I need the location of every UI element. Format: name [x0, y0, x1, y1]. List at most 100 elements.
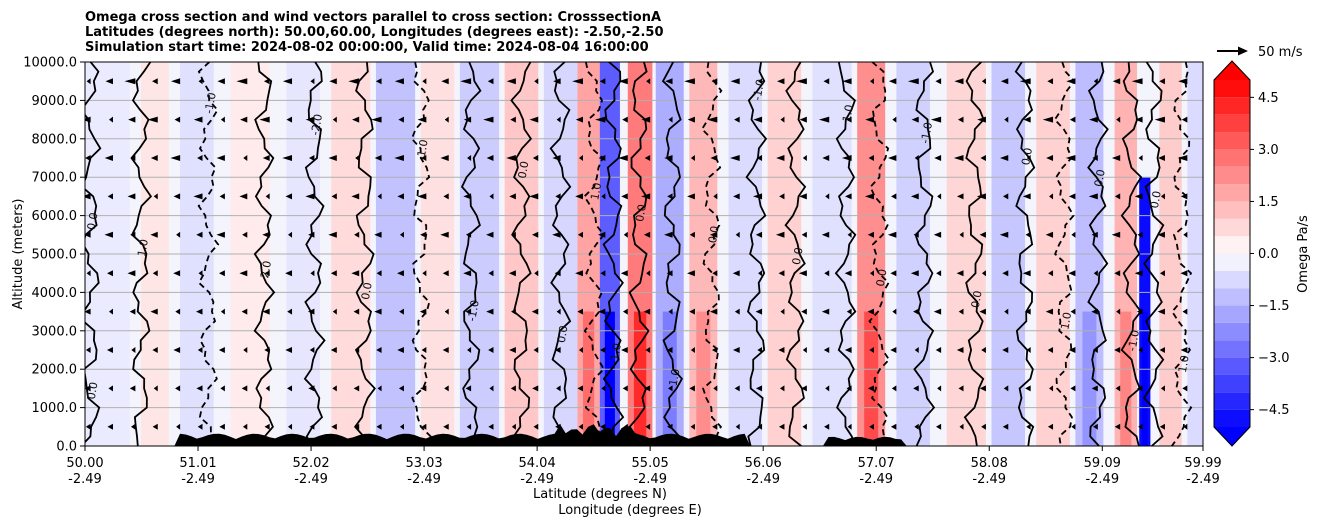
y-tick-label-2: 2000.0 — [32, 363, 78, 378]
wind-vector-37 — [152, 347, 158, 353]
wind-vector-338 — [825, 385, 830, 392]
contour-label-23: 0.0 — [1092, 168, 1108, 187]
wind-vector-28 — [129, 385, 136, 392]
wind-vector-50 — [198, 78, 203, 85]
wind-vector-239 — [600, 423, 606, 430]
omega-contour-line-3 — [253, 62, 276, 446]
colorbar-level-10 — [1214, 236, 1250, 254]
wind-vector-134 — [374, 231, 382, 238]
colorbar-level-12 — [1214, 201, 1250, 219]
contour-label-12: 0.0 — [633, 203, 649, 222]
wind-vector-75 — [239, 270, 248, 277]
wind-vector-88 — [265, 385, 270, 392]
contour-label-16: 0.0 — [790, 246, 806, 265]
wind-vector-141 — [398, 116, 404, 123]
contour-label-1: 1.0 — [135, 238, 151, 257]
wind-vector-491 — [1181, 116, 1188, 123]
wind-vector-315 — [778, 270, 785, 277]
wind-vector-397 — [956, 347, 964, 353]
wind-vector-129 — [354, 423, 360, 430]
wind-vector-406 — [979, 308, 986, 315]
colorbar-tick-label-4: −1.5 — [1258, 299, 1290, 314]
wind-vector-250 — [646, 78, 651, 85]
wind-vector-478 — [1136, 385, 1143, 392]
wind-vector-277 — [690, 347, 695, 353]
y-tick-label-3: 3000.0 — [32, 324, 78, 339]
wind-vector-259 — [645, 423, 651, 430]
wind-vector-343 — [845, 193, 852, 200]
x-tick-lat-8: 58.08 — [971, 456, 1008, 471]
wind-vector-64 — [216, 231, 225, 238]
colorbar-level-17 — [1214, 114, 1250, 133]
omega-contour-line-7 — [460, 62, 482, 446]
wind-vector-305 — [758, 270, 763, 277]
wind-vector-92 — [282, 155, 293, 161]
wind-vector-182 — [486, 155, 494, 161]
wind-vector-492 — [1177, 155, 1188, 161]
omega-contour-line-1 — [130, 62, 153, 446]
wind-vector-301 — [753, 116, 763, 123]
wind-vector-7 — [85, 347, 91, 353]
contour-label-22: 1.0 — [1058, 311, 1074, 330]
wind-vector-40 — [170, 78, 181, 85]
wind-vector-52 — [197, 155, 203, 161]
wind-vector-278 — [689, 385, 695, 392]
wind-vector-223 — [575, 193, 584, 200]
wind-vector-445 — [1068, 270, 1076, 277]
wind-vector-247 — [621, 347, 628, 353]
wind-vector-326 — [801, 308, 807, 315]
wind-vector-38 — [153, 385, 158, 392]
wind-vector-274 — [689, 231, 695, 238]
vector-key-arrow-head — [1238, 46, 1248, 56]
wind-vector-17 — [106, 347, 113, 353]
wind-vector-104 — [308, 231, 315, 238]
wind-vector-185 — [488, 270, 494, 277]
wind-vector-469 — [1114, 423, 1121, 430]
wind-vector-116 — [332, 308, 337, 315]
terrain-silhouette — [85, 424, 1203, 446]
wind-vector-115 — [330, 270, 337, 277]
wind-vector-442 — [1065, 155, 1076, 161]
contour-label-2: -1.0 — [202, 91, 219, 114]
wind-vector-439 — [1047, 423, 1054, 430]
wind-vector-364 — [887, 231, 897, 238]
wind-vector-378 — [913, 385, 919, 392]
wind-vector-10 — [105, 78, 113, 85]
wind-vector-228 — [577, 385, 584, 392]
wind-vector-109 — [309, 423, 315, 430]
wind-vector-66 — [220, 308, 225, 315]
wind-vector-365 — [890, 270, 897, 277]
wind-vector-440 — [1066, 78, 1076, 85]
wind-vector-39 — [152, 423, 158, 430]
wind-vector-295 — [732, 270, 740, 277]
wind-vector-248 — [622, 385, 628, 392]
wind-vector-42 — [170, 155, 181, 161]
wind-vector-319 — [778, 423, 785, 430]
omega-contour-line-16 — [784, 62, 807, 446]
omega-band-26 — [1139, 177, 1151, 446]
wind-vector-335 — [824, 270, 830, 277]
wind-vector-99 — [288, 423, 293, 430]
wind-vector-34 — [150, 231, 158, 238]
wind-vector-379 — [914, 423, 919, 430]
wind-vector-484 — [1157, 231, 1165, 238]
wind-vector-118 — [332, 385, 337, 392]
colorbar-level-19 — [1214, 80, 1250, 98]
wind-vector-230 — [599, 78, 606, 85]
wind-vector-157 — [421, 347, 427, 353]
wind-vector-123 — [351, 193, 360, 200]
wind-vector-324 — [801, 231, 807, 238]
wind-vector-119 — [331, 423, 337, 430]
wind-vector-370 — [907, 78, 919, 85]
wind-vector-279 — [690, 423, 695, 430]
wind-vector-242 — [618, 155, 628, 161]
contour-label-10: 1.0 — [588, 182, 604, 201]
wind-vector-166 — [444, 308, 449, 315]
wind-vector-30 — [152, 78, 158, 85]
wind-vector-271 — [687, 116, 695, 123]
wind-vector-409 — [981, 423, 986, 430]
wind-vector-311 — [780, 116, 785, 123]
wind-vector-167 — [442, 347, 449, 353]
omega-band-core-25 — [1120, 311, 1132, 446]
wind-vector-443 — [1068, 193, 1076, 200]
